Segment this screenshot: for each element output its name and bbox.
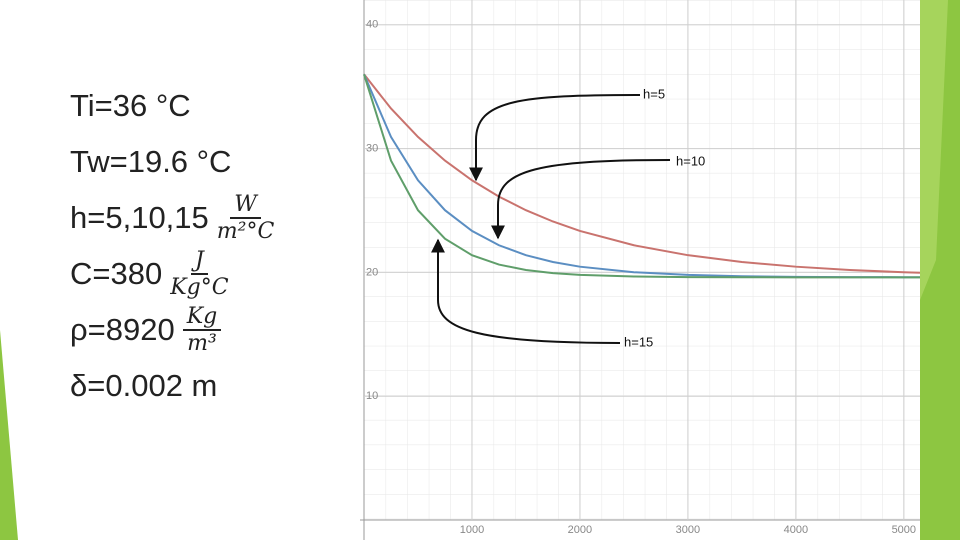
- arrow: [431, 238, 621, 344]
- parameter-text: C=380: [70, 256, 163, 291]
- decor: [920, 0, 948, 300]
- parameter-text: h=5,10,15: [70, 200, 209, 235]
- parameter-text: ρ=8920: [70, 312, 175, 347]
- arrow: [469, 94, 641, 182]
- line-series: [363, 73, 920, 279]
- x-tick-label: 4000: [784, 524, 808, 536]
- x-tick-label: 3000: [676, 524, 700, 536]
- y-tick-label: 40: [366, 19, 378, 31]
- x-tick-label: 5000: [892, 524, 916, 536]
- arrow: [491, 159, 671, 240]
- parameter: Tw=19.6 °C: [70, 134, 274, 190]
- line-series: [363, 73, 921, 274]
- x-tick-label: 2000: [568, 524, 592, 536]
- unit-denominator: m²°C: [216, 219, 275, 244]
- unit-denominator: m³: [187, 331, 217, 356]
- unit-numerator: Kg: [182, 304, 222, 331]
- parameter: ρ=8920 Kg m³: [70, 302, 274, 358]
- parameter-text: Ti=36 °C: [70, 88, 191, 123]
- unit-numerator: W: [230, 192, 261, 219]
- unit-numerator: J: [190, 248, 208, 275]
- minor-grid: [364, 0, 920, 520]
- parameter-text: δ=0.002 m: [70, 368, 218, 403]
- y-tick-label: 30: [366, 142, 378, 154]
- x-tick-label: 1000: [460, 524, 484, 536]
- unit-denominator: Kg°C: [170, 275, 229, 300]
- y-tick-label: 10: [366, 390, 378, 402]
- parameter-text: Tw=19.6 °C: [70, 144, 232, 179]
- annotation: h=5: [643, 86, 665, 101]
- parameter: C=380 J Kg°C: [70, 246, 274, 302]
- parameter: δ=0.002 m: [70, 358, 274, 414]
- decor: [0, 330, 18, 540]
- y-tick-label: 20: [366, 266, 378, 278]
- unit-fraction: Kg m³: [182, 304, 222, 356]
- annotation: h=10: [676, 153, 705, 168]
- unit-fraction: J Kg°C: [170, 248, 228, 300]
- parameter: Ti=36 °C: [70, 78, 274, 134]
- annotation: h=15: [624, 334, 653, 349]
